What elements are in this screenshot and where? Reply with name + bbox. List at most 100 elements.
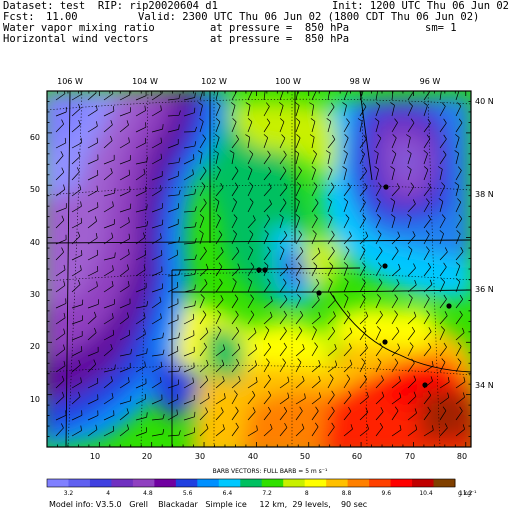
wind-barb-shaft (247, 298, 254, 309)
wind-barb-flag (379, 422, 384, 428)
wind-barb-shaft (247, 348, 257, 357)
wind-barb-flag (144, 329, 146, 335)
wind-barb-shaft (311, 426, 319, 437)
wind-barb-shaft (455, 281, 461, 293)
wind-barb-flag (194, 188, 197, 194)
wind-barb-flag (128, 329, 131, 335)
wind-barb-flag (159, 296, 162, 302)
wind-barb-shaft (279, 330, 287, 341)
wind-barb-shaft (343, 186, 351, 197)
wind-barb-shaft (455, 185, 460, 197)
wind-barb-shaft (55, 349, 65, 357)
wind-barb-shaft (135, 173, 146, 181)
wind-barb-shaft (391, 235, 401, 245)
wind-barb-shaft (455, 137, 460, 149)
colorbar-label: 11.2 (459, 490, 473, 497)
city-marker (382, 263, 388, 269)
wind-barb-flag (194, 92, 196, 98)
wind-barb-shaft (311, 252, 321, 261)
wind-barb-shaft (343, 395, 352, 405)
colorbar-label: 8 (305, 490, 309, 497)
wind-barb-shaft (295, 201, 300, 213)
wind-barb-shaft (87, 399, 99, 405)
wind-barb-flag (270, 423, 273, 429)
wind-barb-shaft (407, 153, 412, 165)
wind-barb-shaft (391, 250, 399, 261)
wind-barb-shaft (55, 251, 64, 261)
colorbar-swatch (304, 479, 327, 487)
wind-barb-flag (268, 390, 272, 396)
wind-barb-flag (335, 360, 338, 366)
wind-barb-shaft (215, 411, 224, 421)
wind-barb-flag (425, 230, 430, 235)
wind-barb-shaft (407, 316, 417, 325)
wind-barb-shaft (71, 108, 81, 117)
wind-barb-flag (235, 134, 240, 140)
wind-barb-shaft (327, 299, 336, 309)
wind-barb-shaft (375, 346, 383, 357)
wind-barb-flag (318, 375, 321, 381)
wind-barb-shaft (167, 223, 179, 229)
wind-barb-flag (63, 184, 66, 190)
wind-barb-flag (264, 262, 269, 267)
wind-barb-flag (283, 326, 287, 332)
wind-barb-flag (60, 423, 64, 429)
wind-barb-shaft (343, 314, 351, 325)
wind-barb-flag (178, 332, 180, 338)
wind-barb-shaft (135, 383, 147, 389)
wind-barb-shaft (343, 201, 349, 213)
wind-barb-shaft (55, 380, 65, 389)
colorbar-swatch (132, 479, 155, 487)
wind-barb-flag (78, 103, 81, 109)
wind-barb-shaft (359, 187, 368, 197)
wind-barb-flag (300, 246, 304, 252)
grid-x-label: 60 (352, 452, 362, 461)
wind-barb-shaft (407, 137, 411, 149)
wind-barb-shaft (407, 249, 413, 261)
colorbar-label: 4 (106, 490, 110, 497)
wind-barb-flag (80, 201, 82, 207)
wind-barb-shaft (279, 282, 287, 293)
wind-barb-flag (93, 311, 97, 317)
wind-barb-flag (297, 262, 302, 267)
wind-barb-shaft (167, 303, 179, 309)
wind-barb-shaft (279, 347, 287, 357)
wind-barb-flag (380, 407, 384, 412)
wind-barb-shaft (343, 169, 347, 181)
wind-barb-shaft (455, 251, 464, 261)
wind-barb-shaft (199, 153, 203, 165)
wind-barb-flag (126, 408, 129, 414)
wind-barb-flag (176, 249, 179, 255)
wind-barb-shaft (103, 110, 115, 117)
wind-barb-shaft (247, 91, 253, 101)
wind-barb-flag (268, 183, 272, 188)
wind-barb-flag (439, 230, 444, 234)
grid-x-label: 50 (300, 452, 310, 461)
city-marker (316, 290, 322, 296)
wind-barb-shaft (295, 251, 304, 261)
wind-barb-flag (345, 214, 350, 219)
wind-barb-shaft (215, 380, 225, 389)
wind-barb-shaft (71, 189, 82, 197)
wind-barb-shaft (119, 191, 131, 197)
wind-barb-shaft (231, 105, 236, 117)
wind-barb-flag (60, 151, 64, 156)
wind-barb-flag (297, 358, 302, 363)
wind-barb-shaft (423, 202, 430, 213)
wind-barb-shaft (327, 169, 333, 181)
wind-barb-shaft (439, 298, 447, 309)
wind-barb-flag (221, 359, 225, 365)
wind-barb-flag (80, 217, 83, 223)
wind-barb-shaft (263, 91, 266, 101)
colorbar-swatch (347, 479, 370, 487)
wind-barb-shaft (215, 282, 223, 293)
wind-barb-shaft (375, 329, 381, 341)
wind-barb-shaft (135, 126, 147, 133)
wind-barb-flag (160, 361, 163, 367)
wind-barb-shaft (343, 411, 352, 421)
wind-barb-flag (112, 329, 115, 335)
wind-barb-shaft (343, 218, 350, 229)
wind-barb-flag (345, 246, 350, 251)
wind-barb-shaft (215, 137, 220, 149)
wind-barb-shaft (311, 121, 316, 133)
